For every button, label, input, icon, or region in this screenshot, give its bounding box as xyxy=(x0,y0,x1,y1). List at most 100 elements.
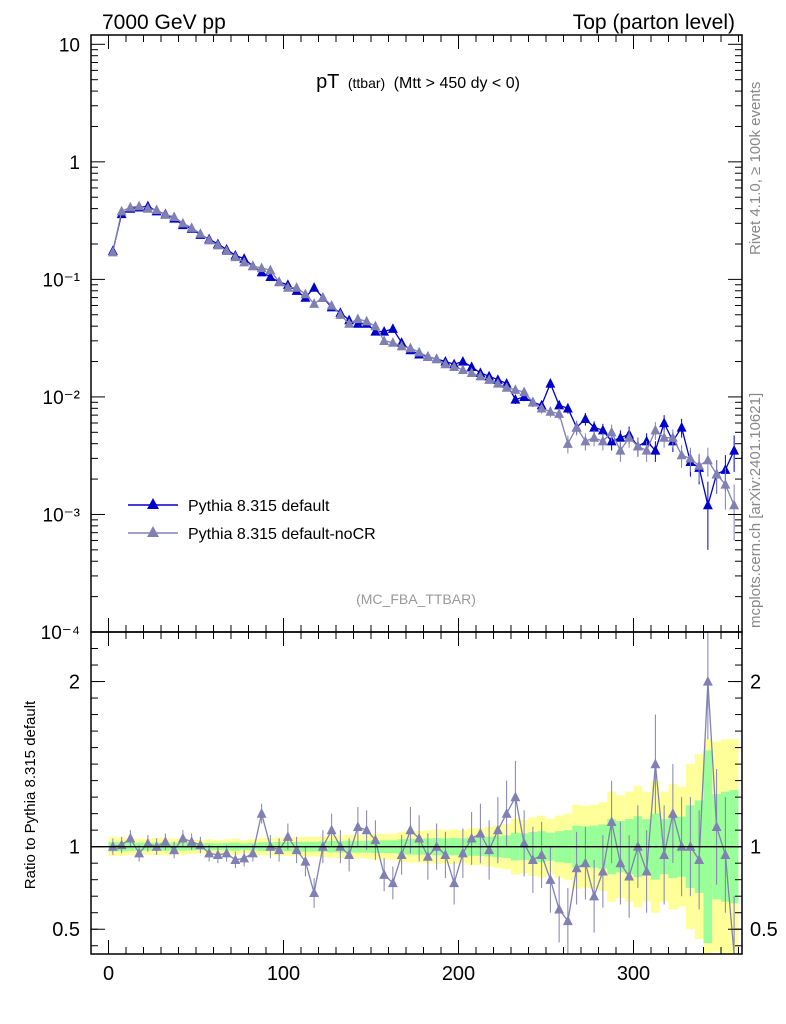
ratio-point xyxy=(580,857,591,868)
data-point xyxy=(685,452,696,463)
data-point xyxy=(624,432,635,442)
ratio-point xyxy=(571,862,582,873)
data-point xyxy=(554,408,565,418)
data-point xyxy=(720,478,731,489)
data-point xyxy=(729,445,740,455)
ratio-point xyxy=(230,854,241,865)
legend-label-nocr: Pythia 8.315 default-noCR xyxy=(188,526,376,543)
ratio-point xyxy=(659,849,670,860)
y-tick-label: 1 xyxy=(69,153,80,174)
data-point xyxy=(160,209,171,219)
ratio-point xyxy=(387,877,398,888)
data-point xyxy=(702,499,713,510)
ratio-point xyxy=(107,841,118,851)
data-point xyxy=(527,396,538,407)
data-point xyxy=(405,342,416,353)
ratio-y-tick-label-right: 1 xyxy=(750,837,761,859)
ratio-point xyxy=(151,841,162,851)
ratio-point xyxy=(309,887,320,898)
data-point xyxy=(501,382,512,392)
data-point xyxy=(457,356,468,366)
x-tick-label: 300 xyxy=(617,963,650,985)
data-point xyxy=(274,276,285,287)
ratio-point xyxy=(134,847,145,858)
ratio-point xyxy=(685,841,696,851)
data-point xyxy=(370,320,381,331)
data-point xyxy=(256,262,267,273)
data-point xyxy=(457,364,468,374)
ratio-y-tick-label-left: 0.5 xyxy=(52,919,80,941)
ratio-point xyxy=(457,847,468,858)
data-point xyxy=(221,245,232,255)
data-point xyxy=(562,438,573,448)
data-point xyxy=(519,386,530,397)
ratio-point xyxy=(282,831,293,841)
ratio-point xyxy=(396,849,407,860)
legend-marker-nocr xyxy=(147,526,159,537)
data-point xyxy=(510,394,521,404)
data-point xyxy=(361,315,372,326)
data-point xyxy=(536,402,547,413)
data-point xyxy=(659,432,670,442)
ratio-point xyxy=(545,874,556,884)
data-point xyxy=(475,370,486,381)
data-point xyxy=(309,298,320,308)
data-point xyxy=(711,468,722,479)
data-point xyxy=(667,432,678,442)
legend-entry-nocr: Pythia 8.315 default-noCR xyxy=(128,526,376,543)
ratio-point xyxy=(414,832,425,843)
ratio-point xyxy=(711,821,722,831)
ratio-point xyxy=(492,824,503,835)
ratio-point xyxy=(431,841,442,851)
mcplots-label: mcplots.cern.ch [arXiv:2401.10621] xyxy=(747,393,764,628)
data-point xyxy=(562,402,573,413)
data-point xyxy=(247,260,258,271)
y-tick-label: 10⁻² xyxy=(43,388,81,409)
data-point xyxy=(580,435,591,446)
ratio-point xyxy=(142,837,153,848)
ratio-point xyxy=(466,832,477,843)
data-point xyxy=(449,361,460,372)
data-point xyxy=(615,432,626,442)
ratio-point xyxy=(624,870,635,881)
y-tick-label: 10⁻³ xyxy=(43,505,81,526)
ratio-point xyxy=(274,844,285,855)
data-point xyxy=(169,211,180,222)
data-point xyxy=(134,200,145,211)
ratio-point xyxy=(536,849,547,860)
ratio-point xyxy=(317,841,328,851)
main-series-layer xyxy=(107,200,740,550)
ratio-point xyxy=(615,857,626,868)
data-point xyxy=(379,335,390,345)
ratio-point xyxy=(694,854,705,865)
data-point xyxy=(352,313,363,324)
data-point xyxy=(484,374,495,384)
ratio-series-layer xyxy=(91,632,742,955)
data-point xyxy=(676,421,687,432)
data-point xyxy=(370,326,381,336)
ratio-point xyxy=(125,832,136,843)
data-point xyxy=(589,421,600,432)
ratio-plot-frame xyxy=(90,631,743,955)
ratio-point xyxy=(562,915,573,926)
main-title: pT (ttbar) (Mtt > 450 dy < 0) xyxy=(316,71,520,93)
data-point xyxy=(466,361,477,372)
ratio-point xyxy=(361,824,372,835)
data-point xyxy=(571,421,582,432)
data-point xyxy=(265,264,276,275)
data-point xyxy=(344,318,355,328)
data-point xyxy=(291,282,302,292)
legend: Pythia 8.315 default Pythia 8.315 defaul… xyxy=(128,498,376,543)
ratio-point xyxy=(641,865,652,876)
data-point xyxy=(641,435,652,446)
ratio-point xyxy=(422,851,433,861)
title-rest: (Mtt > 450 dy < 0) xyxy=(394,75,520,92)
y-tick-label: 10⁻¹ xyxy=(43,270,81,291)
legend-label-default: Pythia 8.315 default xyxy=(188,498,330,515)
x-tick-label: 200 xyxy=(442,963,475,985)
header-left: 7000 GeV pp xyxy=(102,11,226,34)
data-point xyxy=(142,203,153,213)
ratio-point xyxy=(510,791,521,802)
data-point xyxy=(177,217,188,228)
ratio-point xyxy=(370,834,381,845)
